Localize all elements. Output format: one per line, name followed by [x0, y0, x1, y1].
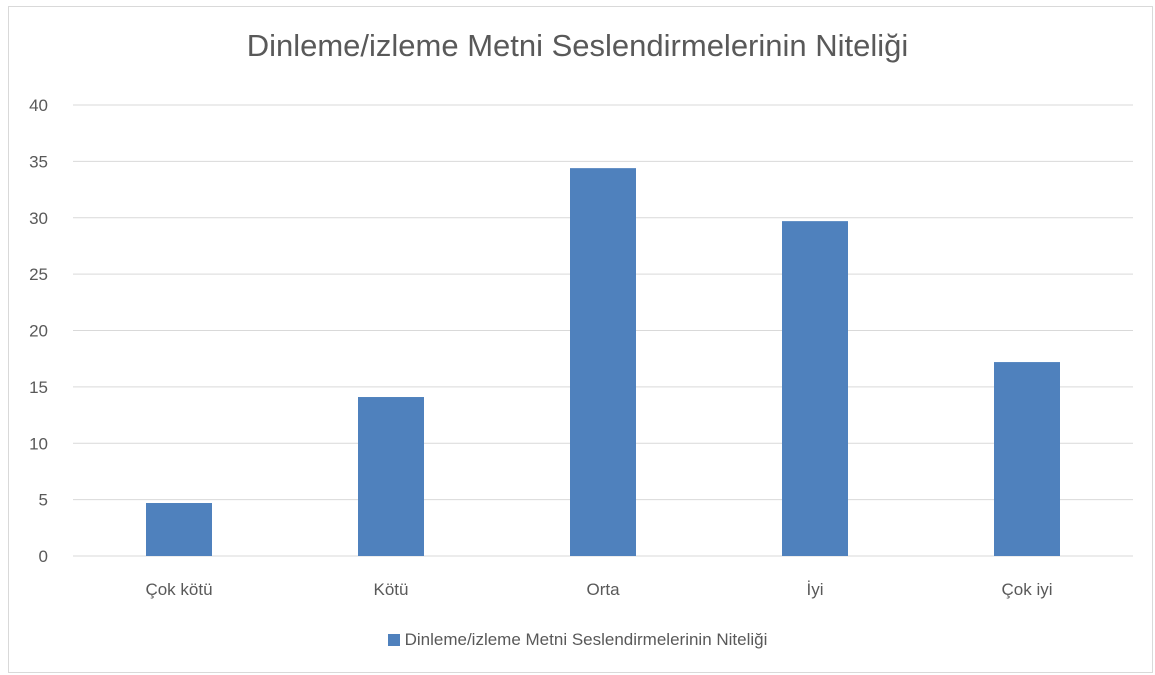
legend-label: Dinleme/izleme Metni Seslendirmelerinin … [404, 630, 768, 649]
bar [570, 168, 636, 556]
legend-swatch [387, 634, 400, 646]
y-tick-label: 30 [29, 209, 48, 228]
legend: Dinleme/izleme Metni Seslendirmelerinin … [0, 630, 1155, 650]
y-tick-label: 35 [29, 152, 48, 171]
x-tick-label: Kötü [374, 580, 409, 599]
bar [358, 397, 424, 556]
bar [146, 503, 212, 556]
y-tick-label: 40 [29, 96, 48, 115]
x-tick-label: İyi [807, 580, 824, 599]
y-tick-label: 10 [29, 434, 48, 453]
bar [782, 221, 848, 556]
x-tick-label: Çok iyi [1001, 580, 1052, 599]
y-tick-label: 0 [39, 547, 48, 566]
bar [994, 362, 1060, 556]
y-tick-label: 5 [39, 491, 48, 510]
y-tick-label: 15 [29, 378, 48, 397]
x-tick-label: Orta [586, 580, 620, 599]
x-tick-label: Çok kötü [145, 580, 212, 599]
y-tick-label: 25 [29, 265, 48, 284]
chart-title: Dinleme/izleme Metni Seslendirmelerinin … [246, 28, 909, 63]
y-tick-label: 20 [29, 322, 48, 341]
